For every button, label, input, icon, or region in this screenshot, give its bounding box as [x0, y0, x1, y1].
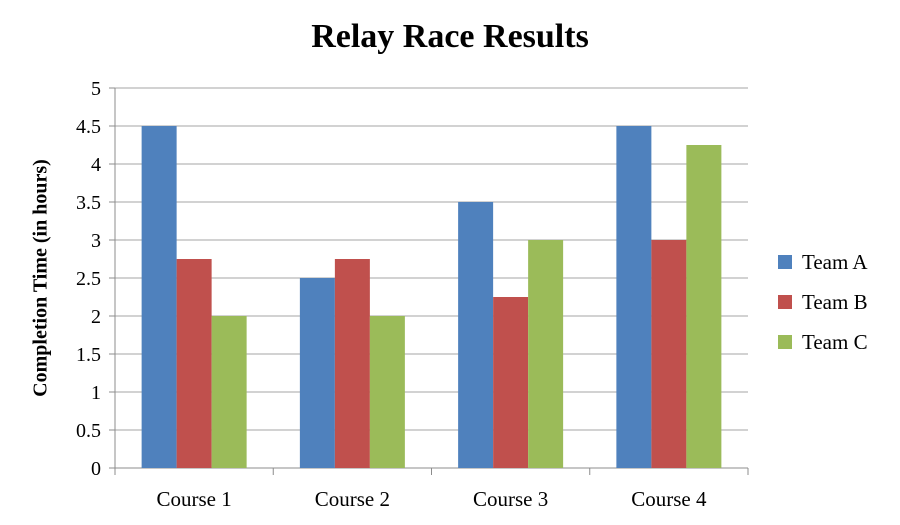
bar-team-c-course-1: [211, 316, 247, 468]
bar-team-a-course-1: [141, 126, 177, 468]
y-tick-label: 5: [91, 78, 101, 100]
y-tick-label: 2.5: [76, 268, 101, 290]
y-tick-label: 1.5: [76, 344, 101, 366]
y-tick-label: 4.5: [76, 116, 101, 138]
y-tick-label: 0.5: [76, 420, 101, 442]
bar-team-c-course-4: [686, 145, 722, 468]
legend-label: Team B: [802, 289, 868, 314]
x-tick-label: Course 4: [631, 487, 707, 511]
x-tick-label: Course 1: [157, 487, 232, 511]
y-tick-label: 3: [91, 230, 101, 252]
y-tick-label: 3.5: [76, 192, 101, 214]
y-tick-label: 2: [91, 306, 101, 328]
y-tick-label: 1: [91, 382, 101, 404]
bar-team-b-course-3: [493, 297, 529, 468]
legend: Team A Team B Team C: [778, 242, 868, 362]
y-tick-label: 0: [91, 458, 101, 480]
x-tick-label: Course 2: [315, 487, 390, 511]
bar-team-a-course-2: [299, 278, 335, 468]
legend-swatch: [778, 255, 792, 269]
bar-team-a-course-3: [458, 202, 494, 468]
bar-team-b-course-4: [651, 240, 687, 468]
legend-item: Team B: [778, 282, 868, 322]
chart-title: Relay Race Results: [311, 18, 589, 55]
bar-team-b-course-1: [176, 259, 212, 468]
bar-team-c-course-2: [369, 316, 405, 468]
legend-swatch: [778, 335, 792, 349]
legend-item: Team C: [778, 322, 868, 362]
legend-label: Team C: [802, 329, 868, 354]
legend-swatch: [778, 295, 792, 309]
bar-team-b-course-2: [334, 259, 370, 468]
y-tick-label: 4: [91, 154, 101, 176]
legend-item: Team A: [778, 242, 868, 282]
bar-team-c-course-3: [528, 240, 564, 468]
bar-team-a-course-4: [616, 126, 652, 468]
legend-label: Team A: [802, 249, 868, 274]
x-tick-label: Course 3: [473, 487, 548, 511]
